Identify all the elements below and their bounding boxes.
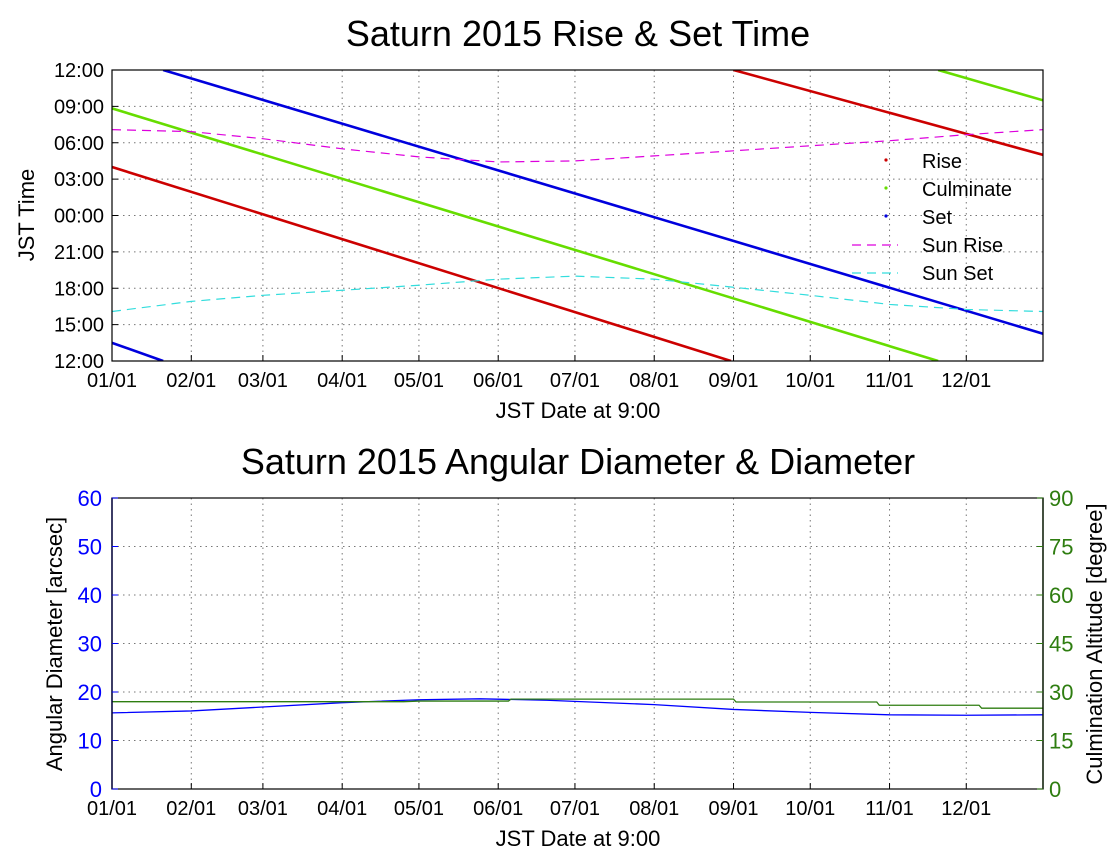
altitude-y-axis-label: Culmination Altitude [degree]: [1082, 503, 1107, 784]
sun-rise-legend-label: Sun Rise: [922, 235, 1003, 257]
x-tick-label: 09/01: [708, 798, 758, 820]
rise-set-grid: [112, 70, 1043, 361]
x-tick-label: 01/01: [87, 798, 137, 820]
angular-diameter-series: [111, 698, 1044, 716]
x-tick-label: 08/01: [629, 798, 679, 820]
x-tick-label: 05/01: [394, 798, 444, 820]
x-tick-label: 06/01: [473, 370, 523, 392]
rise-legend-label: Rise: [922, 151, 962, 173]
x-tick-label: 08/01: [629, 370, 679, 392]
sun-set-legend-label: Sun Set: [922, 263, 994, 285]
rise-set-y-ticks: 12:00 15:00 18:00 21:00 00:00 03:00 06:00 09:00…: [54, 60, 118, 373]
diameter-plot-frame: [111, 497, 1044, 790]
x-tick-label: 11/01: [865, 370, 914, 392]
y2-tick-label: 15: [1049, 729, 1073, 754]
diameter-y-ticks-right: 0 15 30 45 60 75 90: [1037, 486, 1073, 802]
rise-legend-marker: [884, 158, 888, 162]
diameter-x-ticks: 01/01 02/01 03/01 04/01 05/01 06/01 07/01 08/01…: [87, 783, 991, 820]
culminate-series: [937, 70, 1043, 102]
y-tick-label: 18:00: [54, 278, 104, 300]
set-legend-marker: [884, 214, 888, 218]
x-tick-label: 03/01: [238, 798, 288, 820]
y-tick-label: 09:00: [54, 96, 104, 118]
diameter-grid: [112, 498, 1043, 789]
diameter-y-axis-label: Angular Diameter [arcsec]: [42, 517, 67, 771]
y-tick-label: 60: [78, 486, 102, 511]
y-tick-label: 00:00: [54, 206, 104, 228]
sun-set-series: [112, 275, 1043, 313]
x-tick-label: 07/01: [550, 370, 600, 392]
diameter-chart: Saturn 2015 Angular Diameter & Diameter …: [42, 441, 1107, 851]
diameter-x-axis-label: JST Date at 9:00: [496, 826, 661, 851]
x-tick-label: 04/01: [317, 370, 367, 392]
y2-tick-label: 0: [1049, 777, 1061, 802]
rise-set-series-clip: [112, 70, 1043, 361]
rise-series: [733, 70, 1043, 157]
x-tick-label: 11/01: [865, 798, 914, 820]
diameter-y-ticks-left: 0 10 20 30 40 50 60: [78, 486, 118, 802]
rise-set-x-ticks: 01/01 02/01 03/01 04/01 05/01 06/01 07/01 08/01…: [87, 355, 991, 392]
x-tick-label: 09/01: [708, 370, 758, 392]
y-tick-label: 12:00: [54, 60, 104, 82]
y2-tick-label: 45: [1049, 632, 1073, 657]
y-tick-label: 50: [78, 535, 102, 560]
y-tick-label: 0: [90, 777, 102, 802]
rise-set-x-axis-label: JST Date at 9:00: [496, 398, 661, 423]
x-tick-label: 05/01: [394, 370, 444, 392]
y-tick-label: 03:00: [54, 169, 104, 191]
y2-tick-label: 75: [1049, 535, 1073, 560]
rise-set-chart: Saturn 2015 Rise & Set Time 01/01 02/01 03…: [14, 13, 1044, 423]
x-tick-label: 12/01: [941, 798, 991, 820]
diameter-title: Saturn 2015 Angular Diameter & Diameter: [241, 441, 915, 482]
culminate-legend-marker: [884, 186, 888, 190]
y2-tick-label: 30: [1049, 680, 1073, 705]
y-tick-label: 15:00: [54, 315, 104, 337]
rise-series: [112, 165, 732, 361]
x-tick-label: 02/01: [166, 370, 216, 392]
rise-set-plot-frame: [111, 69, 1044, 362]
sun-rise-series: [112, 129, 1043, 163]
y2-tick-label: 60: [1049, 583, 1073, 608]
y-tick-label: 21:00: [54, 242, 104, 264]
set-legend-label: Set: [922, 207, 952, 229]
x-tick-label: 06/01: [473, 798, 523, 820]
set-series: [162, 70, 1043, 335]
set-series: [112, 341, 164, 361]
x-tick-label: 04/01: [317, 798, 367, 820]
culminate-series: [112, 107, 939, 361]
y-tick-label: 10: [78, 729, 102, 754]
y-tick-label: 30: [78, 632, 102, 657]
y-tick-label: 40: [78, 583, 102, 608]
rise-set-legend: Rise Culminate Set Sun Rise Sun Set: [852, 151, 1012, 285]
rise-set-title: Saturn 2015 Rise & Set Time: [346, 13, 810, 54]
y-tick-label: 12:00: [54, 351, 104, 373]
y-tick-label: 20: [78, 680, 102, 705]
rise-set-series: [112, 70, 1043, 361]
x-tick-label: 12/01: [941, 370, 991, 392]
x-tick-label: 10/01: [785, 370, 835, 392]
culmination-altitude-series: [112, 698, 1043, 709]
y2-tick-label: 90: [1049, 486, 1073, 511]
rise-set-y-axis-label: JST Time: [14, 169, 39, 262]
x-tick-label: 03/01: [238, 370, 288, 392]
x-tick-label: 10/01: [785, 798, 835, 820]
x-tick-label: 01/01: [87, 370, 137, 392]
diameter-series: [111, 498, 1044, 789]
culminate-legend-label: Culminate: [922, 179, 1012, 201]
y-tick-label: 06:00: [54, 133, 104, 155]
x-tick-label: 07/01: [550, 798, 600, 820]
x-tick-label: 02/01: [166, 798, 216, 820]
